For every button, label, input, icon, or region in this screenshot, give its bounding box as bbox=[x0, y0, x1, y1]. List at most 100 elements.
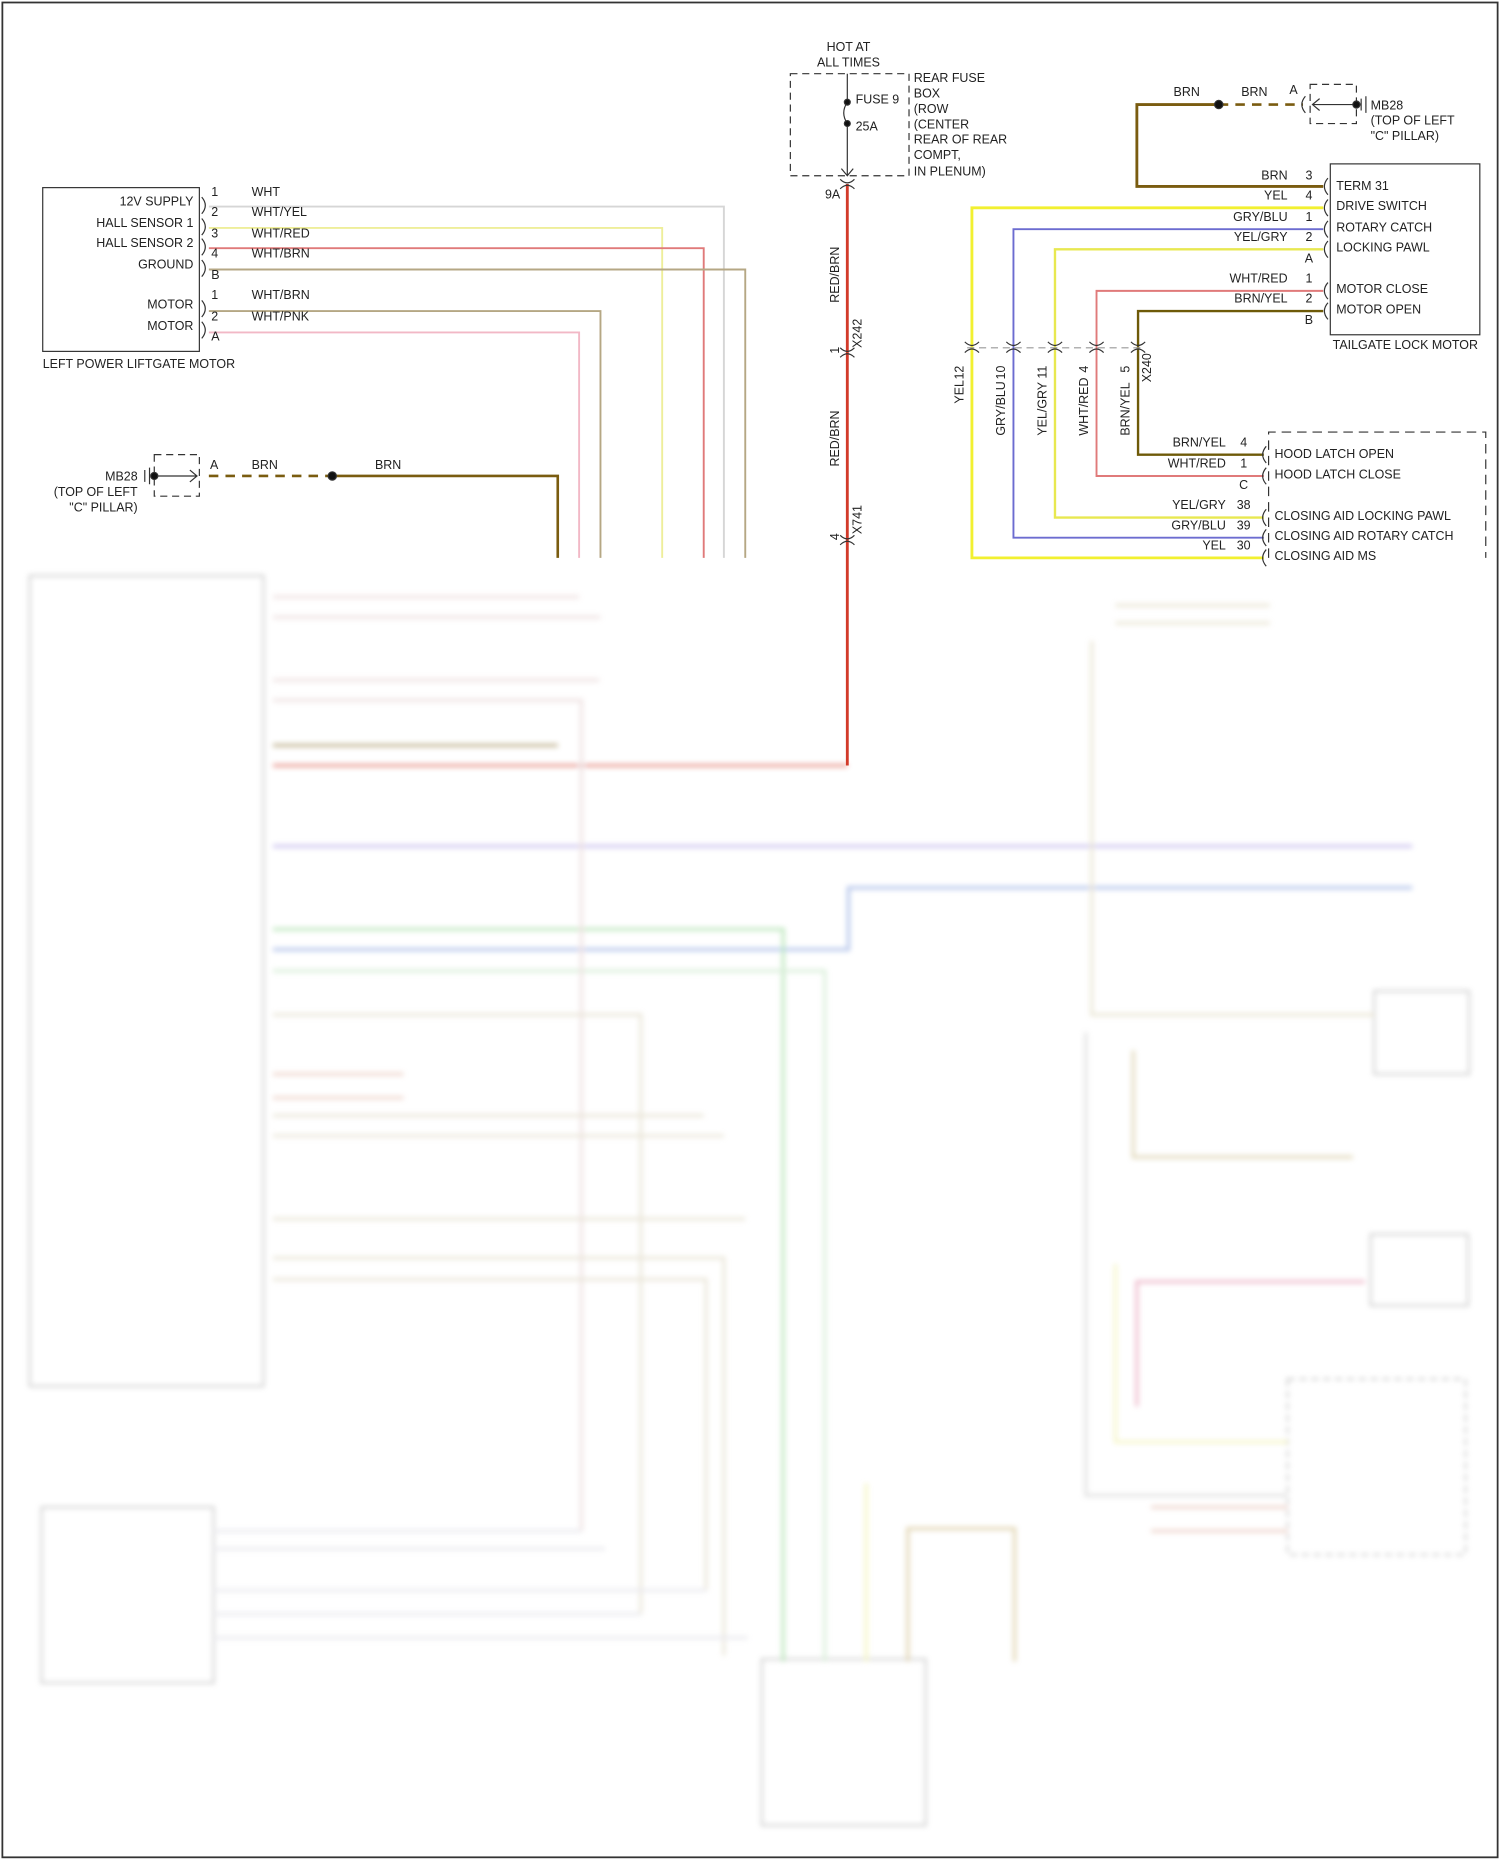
fuse-terminal bbox=[843, 98, 851, 106]
connector-pin-icon bbox=[1262, 445, 1267, 464]
fuse-rating: 25A bbox=[856, 120, 879, 134]
wire bbox=[272, 969, 827, 1662]
left-power-liftgate-motor-box bbox=[42, 187, 200, 352]
wire-color-label: GRY/BLU bbox=[1233, 210, 1287, 224]
wire bbox=[1131, 1050, 1353, 1159]
wire-color-label: YEL/GRY bbox=[1036, 381, 1050, 435]
wire bbox=[1151, 1505, 1288, 1533]
wire-color-label: WHT/RED bbox=[1077, 378, 1091, 436]
wire-color-label: GRY/BLU bbox=[994, 381, 1008, 435]
pin-number: A bbox=[210, 458, 219, 472]
pin-number: A bbox=[1289, 83, 1298, 97]
wire-color-label: YEL bbox=[1202, 539, 1226, 553]
connector-pin-icon bbox=[964, 341, 980, 354]
connector-pin-icon bbox=[1323, 177, 1329, 196]
connector-pin-icon bbox=[201, 321, 206, 339]
fuse-terminal bbox=[843, 119, 851, 128]
wire bbox=[208, 227, 664, 558]
tailgate-lock-motor-box bbox=[1329, 163, 1481, 336]
module-box bbox=[1373, 990, 1471, 1075]
wire bbox=[213, 1529, 748, 1640]
wire-color-label: WHT bbox=[252, 185, 281, 199]
connector-pin-icon bbox=[839, 347, 855, 358]
pin-number: 4 bbox=[1240, 435, 1247, 449]
fuse-box-location: COMPT, bbox=[914, 148, 961, 162]
wire-color-label: YEL bbox=[1264, 188, 1288, 202]
ground-name: MB28 bbox=[105, 470, 138, 484]
pin-number: 38 bbox=[1237, 498, 1251, 512]
connector-pin-icon bbox=[1323, 302, 1329, 320]
pin-number: C bbox=[1239, 478, 1248, 492]
component-title: TAILGATE LOCK MOTOR bbox=[1333, 338, 1478, 352]
wire-color-label: BRN bbox=[1174, 85, 1200, 99]
hot-label: ALL TIMES bbox=[817, 56, 880, 70]
connector-pin-icon bbox=[201, 299, 206, 318]
connector-pin-icon bbox=[1323, 199, 1329, 217]
fuse-box-location: REAR FUSE bbox=[914, 71, 985, 85]
component-title: LEFT POWER LIFTGATE MOTOR bbox=[43, 357, 235, 371]
wire bbox=[208, 331, 581, 558]
switch-box bbox=[760, 1658, 927, 1827]
pin-label: MOTOR bbox=[147, 298, 193, 312]
pin-number: 4 bbox=[828, 533, 842, 540]
wire bbox=[208, 247, 705, 558]
pin-number: 10 bbox=[994, 366, 1008, 380]
wire-color-label: BRN bbox=[375, 458, 401, 472]
pin-number: 1 bbox=[1305, 210, 1312, 224]
pin-number: 30 bbox=[1237, 539, 1251, 553]
pin-label: ROTARY CATCH bbox=[1336, 221, 1432, 235]
right-motor-box bbox=[40, 1506, 215, 1684]
connector-pin-icon bbox=[839, 534, 855, 546]
hood-latch-box bbox=[1267, 431, 1487, 558]
wire-color-label: BRN bbox=[1261, 168, 1287, 182]
pin-number: 1 bbox=[211, 185, 218, 199]
connector-name: X741 bbox=[851, 505, 865, 534]
ground-point bbox=[1352, 100, 1361, 109]
connector-pin-icon bbox=[1323, 240, 1329, 259]
wire-color-label: BRN/YEL bbox=[1234, 292, 1287, 306]
fuse-line bbox=[840, 73, 854, 177]
wire bbox=[1053, 248, 1324, 519]
pin-number: 12 bbox=[953, 366, 967, 380]
wire-color-label: WHT/PNK bbox=[252, 310, 310, 324]
pin-label: DRIVE SWITCH bbox=[1336, 199, 1427, 213]
hot-label: HOT AT bbox=[827, 40, 871, 54]
connector-pin-icon bbox=[1262, 467, 1267, 485]
wire-color-label: BRN bbox=[1241, 85, 1267, 99]
pin-number: 1 bbox=[828, 347, 842, 354]
splice-dot bbox=[327, 471, 338, 481]
wire bbox=[1135, 1280, 1365, 1407]
pin-number: 1 bbox=[1305, 272, 1312, 286]
wire bbox=[208, 205, 725, 558]
ground-location: "C" PILLAR) bbox=[69, 501, 137, 515]
wire-color-label: WHT/YEL bbox=[252, 205, 307, 219]
connector-pin-icon bbox=[1262, 508, 1267, 527]
wire bbox=[272, 927, 785, 1662]
wire-color-label: WHT/RED bbox=[1168, 457, 1226, 471]
pin-number: 2 bbox=[211, 310, 218, 324]
fuse-box-location: (ROW bbox=[914, 102, 949, 116]
pin-label: MOTOR OPEN bbox=[1336, 302, 1421, 316]
module-box bbox=[1369, 1233, 1469, 1307]
wire-color-label: WHT/RED bbox=[1229, 272, 1287, 286]
connector-pin-icon bbox=[1005, 341, 1021, 354]
wire bbox=[208, 310, 602, 558]
pin-number: A bbox=[211, 330, 220, 344]
pin-label: LOCKING PAWL bbox=[1336, 241, 1429, 255]
fuse-box-location: (CENTER bbox=[914, 117, 969, 131]
pin-label: HOOD LATCH CLOSE bbox=[1275, 467, 1401, 481]
pin-number: 39 bbox=[1237, 518, 1251, 532]
wire bbox=[1136, 309, 1324, 456]
pin-number: A bbox=[1305, 251, 1314, 265]
fuse-box-location: BOX bbox=[914, 86, 941, 100]
pin-number: 2 bbox=[211, 205, 218, 219]
wire-color-label: WHT/BRN bbox=[252, 247, 310, 261]
wire bbox=[1012, 228, 1324, 539]
pin-number: 5 bbox=[1119, 366, 1133, 373]
wire bbox=[970, 206, 1324, 560]
ground-location: "C" PILLAR) bbox=[1371, 129, 1439, 143]
pin-number: 1 bbox=[1240, 457, 1247, 471]
fuse-box-location: REAR OF REAR bbox=[914, 133, 1007, 147]
